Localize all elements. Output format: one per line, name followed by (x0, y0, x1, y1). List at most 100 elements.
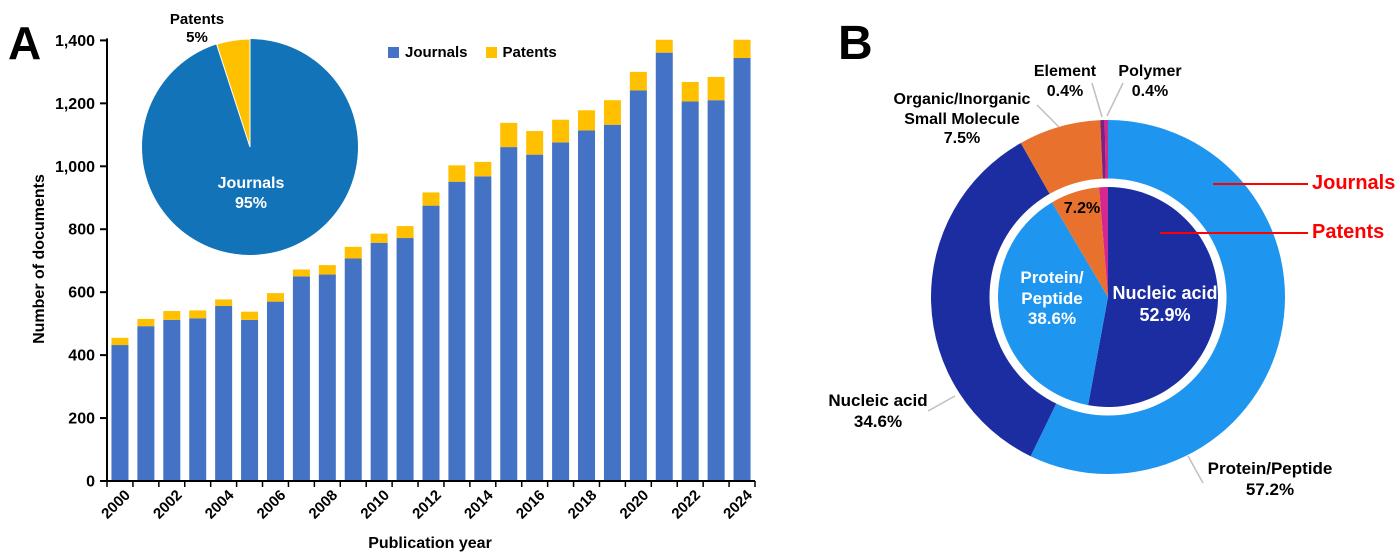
y-tick-label: 1,400 (55, 33, 95, 50)
leader-protein-outer (1187, 455, 1204, 484)
x-tick-label-2012: 2012 (409, 487, 445, 523)
bar-journals-2000 (111, 345, 129, 481)
nucleic-outer-name: Nucleic acid (828, 391, 928, 410)
bar-patents-2013 (448, 165, 466, 182)
inset-pie-patents-slice (215, 38, 251, 148)
bar-patents-2019 (603, 100, 621, 125)
x-tick-label-2010: 2010 (357, 487, 393, 523)
bar-journals-2018 (578, 130, 596, 481)
bar-patents-2023 (707, 76, 725, 101)
panel-a-letter: A (8, 17, 42, 69)
inner-org-pct-label: 7.2% (1063, 200, 1101, 217)
element-pct: 0.4% (1046, 82, 1084, 100)
bar-journals-2022 (681, 101, 699, 481)
bar-journals-2019 (603, 124, 621, 482)
inset-journals-pct: 95% (234, 194, 268, 212)
x-tick-label-2004: 2004 (202, 486, 238, 522)
bar-journals-2001 (137, 326, 155, 481)
x-tick-label-2002: 2002 (150, 487, 186, 523)
bar-journals-2016 (526, 154, 544, 481)
patents-swatch-icon (485, 47, 497, 58)
bar-patents-2012 (422, 192, 440, 206)
y-tick-label: 800 (68, 222, 95, 239)
bar-journals-2005 (241, 319, 259, 481)
polymer-name: Polymer (1118, 63, 1182, 80)
org-inorg-pct: 7.5% (943, 130, 981, 148)
x-tick-label-2018: 2018 (565, 487, 601, 523)
bar-journals-2012 (422, 205, 440, 482)
bar-journals-2011 (396, 238, 414, 481)
bar-patents-2007 (292, 269, 310, 277)
element-name: Element (1033, 63, 1097, 80)
callout-protein-peptide-outer: Protein/Peptide 57.2% (1208, 459, 1333, 500)
inset-patents-name: Patents (169, 11, 225, 28)
y-tick-label: 1,200 (55, 96, 95, 113)
legend-item-journals: Journals (388, 44, 468, 61)
bar-patents-2009 (344, 246, 362, 259)
bar-patents-2016 (526, 131, 544, 155)
bar-journals-2007 (292, 276, 310, 481)
bar-journals-2023 (707, 100, 725, 481)
protein-outer-pct: 57.2% (1245, 479, 1295, 499)
bar-journals-2003 (189, 318, 207, 481)
inset-patents-pct: 5% (186, 29, 208, 47)
bar-patents-2014 (474, 161, 492, 177)
nucleic-outer-pct: 34.6% (853, 411, 903, 431)
org-inorg-name-2: Small Molecule (904, 110, 1020, 128)
inner-pie-protein-peptide (998, 202, 1108, 406)
callout-org-inorg: Organic/Inorganic Small Molecule 7.5% (894, 90, 1031, 149)
legend-item-patents: Patents (485, 44, 557, 61)
bar-journals-2009 (344, 258, 362, 481)
bar-patents-2001 (137, 318, 155, 327)
x-tick-label-2020: 2020 (617, 487, 653, 523)
protein-outer-name: Protein/Peptide (1207, 459, 1333, 478)
patents-arrow-label: Patents (1312, 221, 1385, 243)
bar-patents-2005 (241, 311, 259, 320)
leader-nucleic-outer (927, 395, 956, 412)
bar-journals-2010 (370, 242, 388, 481)
panel-a-bar-chart: 0 200 400 600 800 1,000 1,200 1,400 2000 2002 2004… (55, 33, 756, 523)
legend: Journals Patents (388, 44, 557, 61)
leader-org-inorg (1036, 104, 1060, 128)
bar-journals-2002 (163, 319, 181, 481)
bar-journals-2014 (474, 176, 492, 482)
bar-patents-2011 (396, 226, 414, 239)
bar-journals-2021 (655, 52, 673, 482)
inset-pie-patents-label: Patents 5% (170, 11, 224, 48)
inner-protein-pct: 38.6% (1027, 309, 1077, 329)
bar-patents-2004 (215, 299, 233, 307)
inner-pie-organic-inorganic-small-molecule (1052, 187, 1108, 297)
y-tick-label: 400 (68, 348, 95, 365)
bar-journals-2006 (266, 301, 284, 481)
journals-arrow-label: Journals (1312, 172, 1396, 194)
bar-patents-2008 (318, 265, 336, 275)
bar-patents-2021 (655, 39, 673, 53)
callout-polymer: Polymer 0.4% (1118, 62, 1181, 101)
polymer-pct: 0.4% (1131, 82, 1169, 100)
journals-swatch-icon (388, 47, 399, 58)
bar-journals-2015 (500, 147, 518, 481)
x-tick-label-2016: 2016 (513, 487, 549, 523)
inner-pie-nucleic-acid (1088, 187, 1218, 408)
y-tick-label: 0 (86, 474, 95, 491)
callout-nucleic-acid-outer: Nucleic acid 34.6% (828, 391, 927, 432)
y-tick-label: 1,000 (55, 159, 95, 176)
legend-journals-label: Journals (405, 44, 468, 61)
bar-patents-2015 (500, 122, 518, 148)
bar-patents-2018 (578, 110, 596, 131)
org-inorg-name-1: Organic/Inorganic (893, 91, 1031, 108)
bar-journals-2013 (448, 181, 466, 481)
bar-journals-2004 (215, 306, 233, 481)
inner-protein-2: Peptide (1021, 288, 1083, 308)
bar-patents-2010 (370, 233, 388, 243)
inner-nucleic-pct: 52.9% (1139, 304, 1191, 325)
legend-patents-label: Patents (502, 44, 557, 61)
bar-patents-2022 (681, 81, 699, 102)
x-tick-label-2024: 2024 (720, 486, 756, 522)
inner-protein-peptide-label: Protein/ Peptide 38.6% (1020, 268, 1083, 330)
panel-b-donut-chart (927, 82, 1308, 484)
x-tick-label-2022: 2022 (668, 487, 704, 523)
x-tick-label-2006: 2006 (254, 487, 290, 523)
bar-patents-2017 (552, 119, 570, 143)
bar-patents-2020 (629, 71, 647, 91)
